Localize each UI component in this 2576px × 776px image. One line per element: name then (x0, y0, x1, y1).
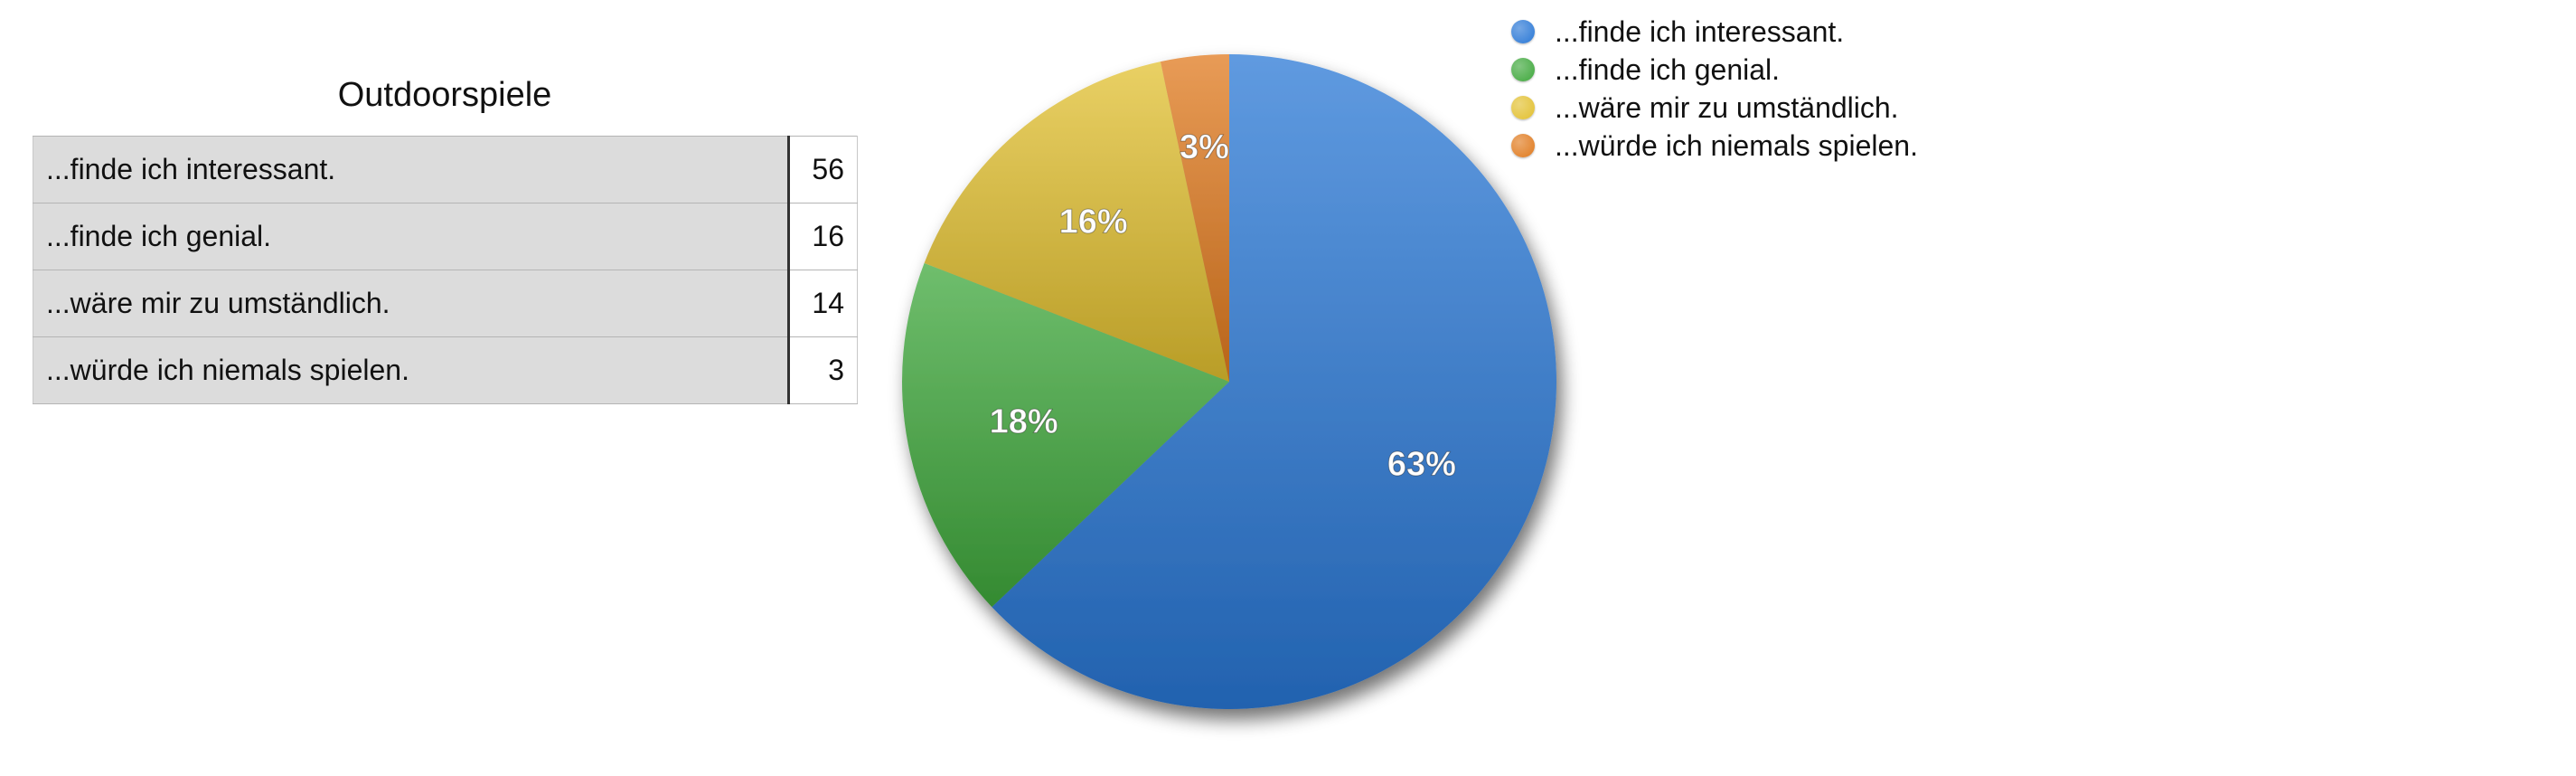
table-row: ...finde ich interessant. 56 (33, 136, 858, 203)
pie-slice-label: 16% (1059, 203, 1128, 241)
row-label: ...würde ich niemals spielen. (33, 336, 790, 404)
pie-slice (924, 62, 1229, 383)
row-value: 16 (788, 203, 858, 270)
pie-slice (992, 54, 1556, 709)
legend-swatch (1511, 134, 1535, 157)
row-value: 14 (788, 270, 858, 337)
table-row: ...finde ich genial. 16 (33, 203, 858, 270)
pie-slice (1160, 54, 1229, 382)
row-value: 56 (788, 136, 858, 203)
pie-slice-label: 63% (1387, 445, 1456, 483)
table-row: ...wäre mir zu umständlich. 14 (33, 270, 858, 337)
pie-slice (902, 262, 1229, 608)
table-row: ...würde ich niemals spielen. 3 (33, 336, 858, 404)
legend-label: ...würde ich niemals spielen. (1555, 128, 1918, 162)
legend: ...finde ich interessant. ...finde ich g… (1511, 13, 2144, 165)
legend-label: ...wäre mir zu umständlich. (1555, 90, 1899, 124)
row-label: ...finde ich interessant. (33, 136, 790, 203)
legend-label: ...finde ich interessant. (1555, 14, 1845, 48)
legend-swatch (1511, 58, 1535, 81)
data-table: ...finde ich interessant. 56 ...finde ic… (33, 136, 858, 404)
row-label: ...wäre mir zu umständlich. (33, 270, 790, 337)
pie-chart: 63% 18% 16% 3% (902, 54, 1556, 709)
row-value: 3 (788, 336, 858, 404)
legend-swatch (1511, 20, 1535, 43)
legend-label: ...finde ich genial. (1555, 52, 1781, 86)
legend-swatch (1511, 96, 1535, 119)
legend-item: ...würde ich niemals spielen. (1511, 127, 2144, 165)
row-label: ...finde ich genial. (33, 203, 790, 270)
legend-item: ...finde ich interessant. (1511, 13, 2144, 51)
legend-item: ...finde ich genial. (1511, 51, 2144, 89)
table-title: Outdoorspiele (337, 76, 552, 114)
pie-slice-label: 18% (990, 403, 1058, 441)
pie-slice-label: 3% (1180, 128, 1229, 166)
legend-item: ...wäre mir zu umständlich. (1511, 89, 2144, 127)
